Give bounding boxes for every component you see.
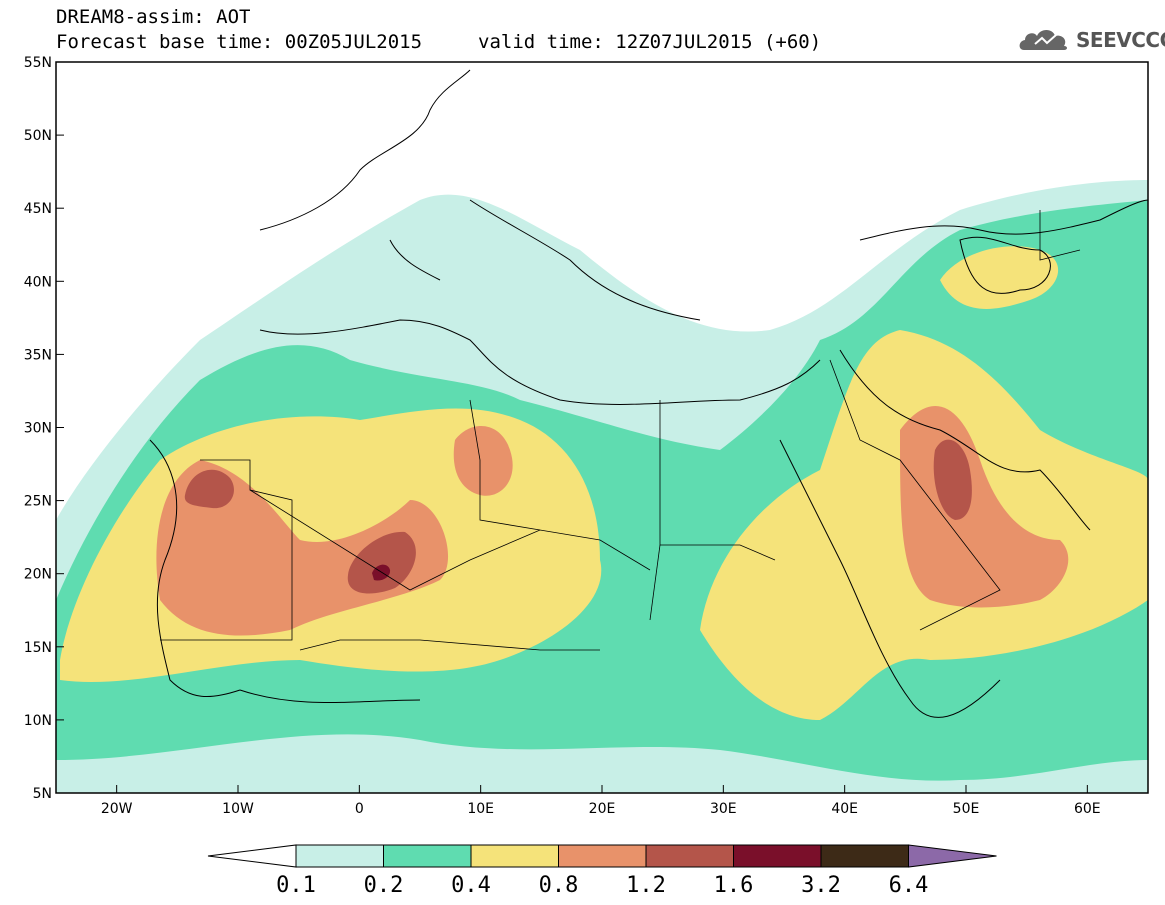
logo-text: SEEVCCC [1076, 28, 1165, 52]
aot-field [56, 180, 1148, 793]
colorbar-level-label: 3.2 [801, 873, 841, 898]
colorbar-level-label: 1.6 [714, 873, 754, 898]
lon-tick-label: 0 [355, 801, 364, 817]
lon-tick-label: 10W [222, 801, 254, 817]
cloud-icon [1019, 30, 1067, 50]
lon-axis: 20W 10W 0 10E 20E 30E 40E 50E 60E [101, 785, 1101, 817]
colorbar-swatch [820, 844, 909, 868]
lat-tick-label: 15N [24, 640, 52, 656]
colorbar-swatch [295, 844, 384, 868]
lat-tick-label: 10N [24, 713, 52, 729]
colorbar-swatch [733, 844, 822, 868]
lat-tick-label: 25N [24, 494, 52, 510]
colorbar-swatch [470, 844, 559, 868]
aot-band-0-8-central [453, 426, 513, 496]
colorbar-swatch [558, 844, 647, 868]
lat-tick-label: 5N [33, 786, 52, 802]
lat-tick-label: 20N [24, 567, 52, 583]
colorbar-low-arrow [207, 844, 297, 868]
colorbar-level-label: 1.2 [626, 873, 666, 898]
lon-tick-label: 20W [101, 801, 133, 817]
lon-tick-label: 10E [467, 801, 494, 817]
aot-band-1-2-east [933, 439, 972, 520]
colorbar-level-label: 0.1 [276, 873, 316, 898]
lon-tick-label: 40E [831, 801, 858, 817]
colorbar-level-label: 0.8 [539, 873, 579, 898]
lat-tick-label: 45N [24, 201, 52, 217]
colorbar-level-label: 0.4 [451, 873, 491, 898]
colorbar-swatches [207, 844, 997, 868]
colorbar-labels: 0.1 0.2 0.4 0.8 1.2 1.6 3.2 6.4 [276, 873, 928, 898]
map-title: DREAM8-assim: AOT [56, 6, 251, 28]
lon-tick-label: 30E [710, 801, 737, 817]
valid-time: valid time: 12Z07JUL2015 (+60) [478, 31, 822, 53]
lat-tick-label: 35N [24, 347, 52, 363]
lon-tick-label: 50E [953, 801, 980, 817]
colorbar-level-label: 0.2 [364, 873, 404, 898]
lat-tick-label: 50N [24, 128, 52, 144]
aot-band-0-4-north [940, 246, 1059, 309]
lat-tick-label: 55N [24, 55, 52, 71]
aot-band-1-2-central [347, 531, 416, 594]
lat-axis: 55N 50N 45N 40N 35N 30N 25N 20N 15N 10N 5N [24, 55, 64, 802]
colorbar-swatch [383, 844, 472, 868]
coastlines [149, 69, 1148, 718]
colorbar-swatch [645, 844, 734, 868]
colorbar-high-arrow [908, 844, 997, 868]
forecast-base-time: Forecast base time: 00Z05JUL2015 [56, 31, 423, 53]
country-borders [160, 210, 1081, 651]
lat-tick-label: 30N [24, 421, 52, 437]
lat-tick-label: 40N [24, 274, 52, 290]
lon-tick-label: 20E [589, 801, 616, 817]
lon-tick-label: 60E [1074, 801, 1101, 817]
aot-band-1-2-west [184, 469, 234, 509]
seevccc-logo: SEEVCCC [1018, 24, 1165, 56]
colorbar-level-label: 6.4 [889, 873, 929, 898]
